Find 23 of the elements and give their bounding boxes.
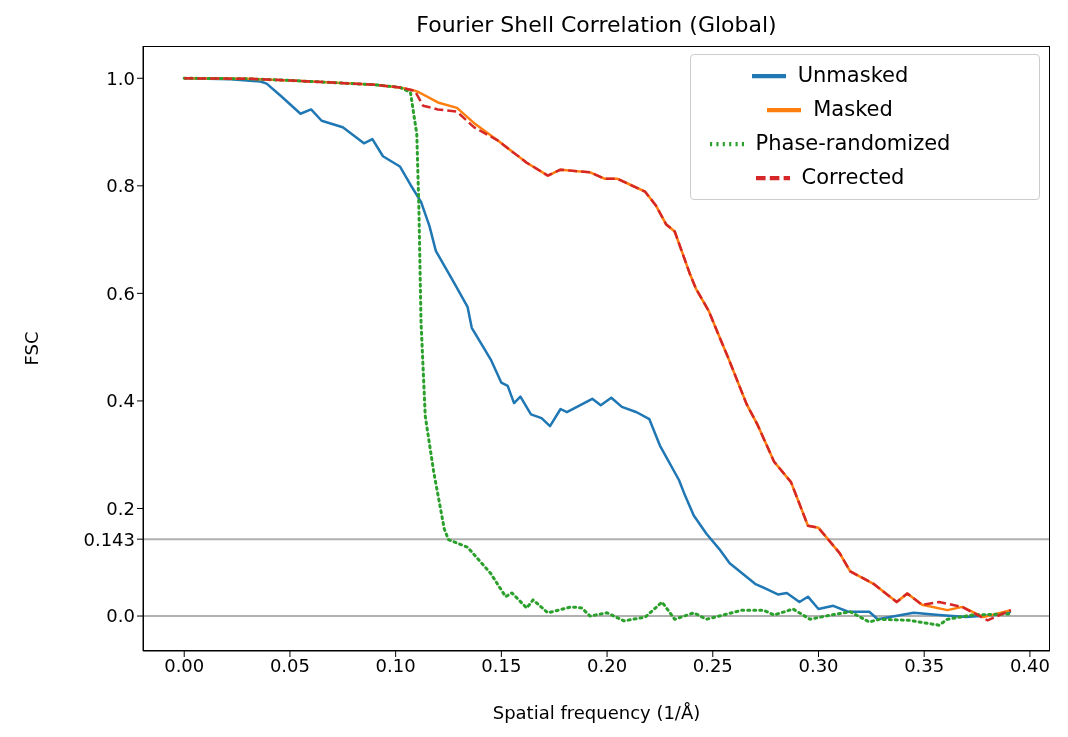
y-tick-label: 0.143 — [83, 528, 135, 550]
x-tick-label: 0.20 — [587, 654, 628, 676]
x-tick-label: 0.30 — [798, 654, 839, 676]
x-tick-label: 0.40 — [1009, 654, 1050, 676]
legend-label: Corrected — [801, 165, 905, 189]
x-tick-label: 0.35 — [904, 654, 945, 676]
y-tick-label: 0.2 — [106, 497, 135, 519]
y-tick-label: 0.0 — [106, 605, 135, 627]
legend-label: Masked — [813, 97, 893, 121]
x-tick-label: 0.25 — [692, 654, 733, 676]
y-axis-title: FSC — [21, 331, 43, 366]
x-axis-title: Spatial frequency (1/Å) — [492, 702, 701, 723]
y-tick-label: 0.4 — [106, 390, 135, 412]
y-tick-label: 0.6 — [106, 282, 135, 304]
x-tick-label: 0.00 — [164, 654, 205, 676]
chart-title: Fourier Shell Correlation (Global) — [415, 12, 778, 37]
legend-label: Phase-randomized — [755, 131, 951, 155]
y-tick-label: 0.8 — [106, 175, 135, 197]
x-tick-label: 0.05 — [269, 654, 310, 676]
legend-label: Unmasked — [797, 63, 909, 87]
x-tick-label: 0.15 — [481, 654, 522, 676]
x-tick-label: 0.10 — [375, 654, 416, 676]
y-tick-label: 1.0 — [106, 67, 135, 89]
